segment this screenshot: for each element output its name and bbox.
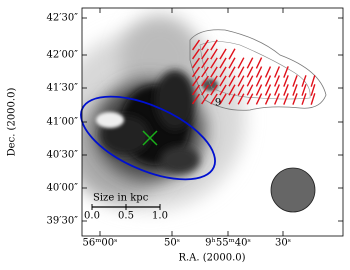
vector <box>301 75 307 87</box>
vector <box>292 84 298 96</box>
vector <box>191 66 201 78</box>
vector <box>264 66 272 78</box>
vector <box>274 75 280 87</box>
vector <box>301 93 307 105</box>
vector <box>237 93 245 105</box>
vector <box>219 75 227 87</box>
x-tick-label: 56ᵐ00ˢ <box>83 238 118 249</box>
beam <box>270 167 316 213</box>
vector <box>191 93 201 105</box>
y-tick-label: 41′30″ <box>47 83 79 94</box>
vector <box>210 48 218 60</box>
vector <box>255 75 263 87</box>
polarization-vectors <box>191 39 316 105</box>
vector <box>310 84 316 96</box>
vector <box>219 48 227 60</box>
center-marker <box>142 130 158 146</box>
scalebar-tick-label: 1.0 <box>152 211 168 222</box>
vector <box>201 66 209 78</box>
vector <box>274 66 280 78</box>
vector <box>310 93 316 105</box>
vector <box>210 66 218 78</box>
vector <box>237 66 245 78</box>
vector <box>201 39 209 51</box>
vector <box>191 84 201 96</box>
vector <box>210 75 218 87</box>
sky-image <box>82 8 343 236</box>
vector <box>246 84 254 96</box>
vector <box>246 57 254 69</box>
vector <box>246 75 254 87</box>
vector <box>255 57 263 69</box>
vector <box>292 93 298 105</box>
vector <box>219 66 227 78</box>
vector <box>219 93 227 105</box>
vector <box>191 57 201 69</box>
vector <box>201 48 209 60</box>
vector <box>210 93 218 105</box>
y-tick-label: 41′00″ <box>47 117 79 128</box>
y-tick-label: 39′30″ <box>47 216 79 227</box>
vector <box>255 93 263 105</box>
vector <box>283 84 289 96</box>
vector <box>310 75 316 87</box>
x-axis-label: R.A. (2000.0) <box>178 253 245 264</box>
x-tick-label: 50ˢ <box>164 238 180 249</box>
scalebar-tick-label: 0.0 <box>84 211 100 222</box>
y-tick-label: 40′30″ <box>47 150 79 161</box>
scalebar-title: Size in kpc <box>93 193 149 204</box>
source-label: 9 <box>215 98 221 109</box>
y-tick-label: 42′30″ <box>47 13 79 24</box>
vector <box>255 84 263 96</box>
vector <box>264 93 272 105</box>
vector <box>292 75 298 87</box>
vector <box>201 57 209 69</box>
vector <box>237 75 245 87</box>
vector <box>228 48 236 60</box>
vector <box>255 66 263 78</box>
vector <box>228 84 236 96</box>
vector <box>210 39 218 51</box>
vector <box>228 75 236 87</box>
vector <box>274 93 280 105</box>
scalebar-tick-label: 0.5 <box>118 211 134 222</box>
vector <box>283 93 289 105</box>
vector <box>191 39 201 51</box>
vector <box>210 57 218 69</box>
vector <box>274 84 280 96</box>
contour <box>199 41 311 100</box>
vector <box>237 84 245 96</box>
vector <box>228 66 236 78</box>
vector <box>201 93 209 105</box>
y-axis-label: Dec. (2000.0) <box>7 88 18 157</box>
y-tick-label: 42′00″ <box>47 50 79 61</box>
vector <box>191 75 201 87</box>
vector <box>219 84 227 96</box>
vector <box>191 48 201 60</box>
vector <box>301 84 307 96</box>
y-tick-label: 40′00″ <box>47 183 79 194</box>
vector <box>283 75 289 87</box>
vector <box>210 84 218 96</box>
vector <box>283 66 289 78</box>
vector <box>201 84 209 96</box>
vector <box>246 93 254 105</box>
vector <box>264 84 272 96</box>
vector <box>237 57 245 69</box>
vector <box>264 75 272 87</box>
x-tick-label: 9ʰ55ᵐ40ˢ <box>205 238 251 249</box>
x-tick-label: 30ˢ <box>275 238 291 249</box>
vector <box>228 57 236 69</box>
vector <box>201 75 209 87</box>
vector <box>219 57 227 69</box>
vector <box>246 66 254 78</box>
vector <box>228 93 236 105</box>
